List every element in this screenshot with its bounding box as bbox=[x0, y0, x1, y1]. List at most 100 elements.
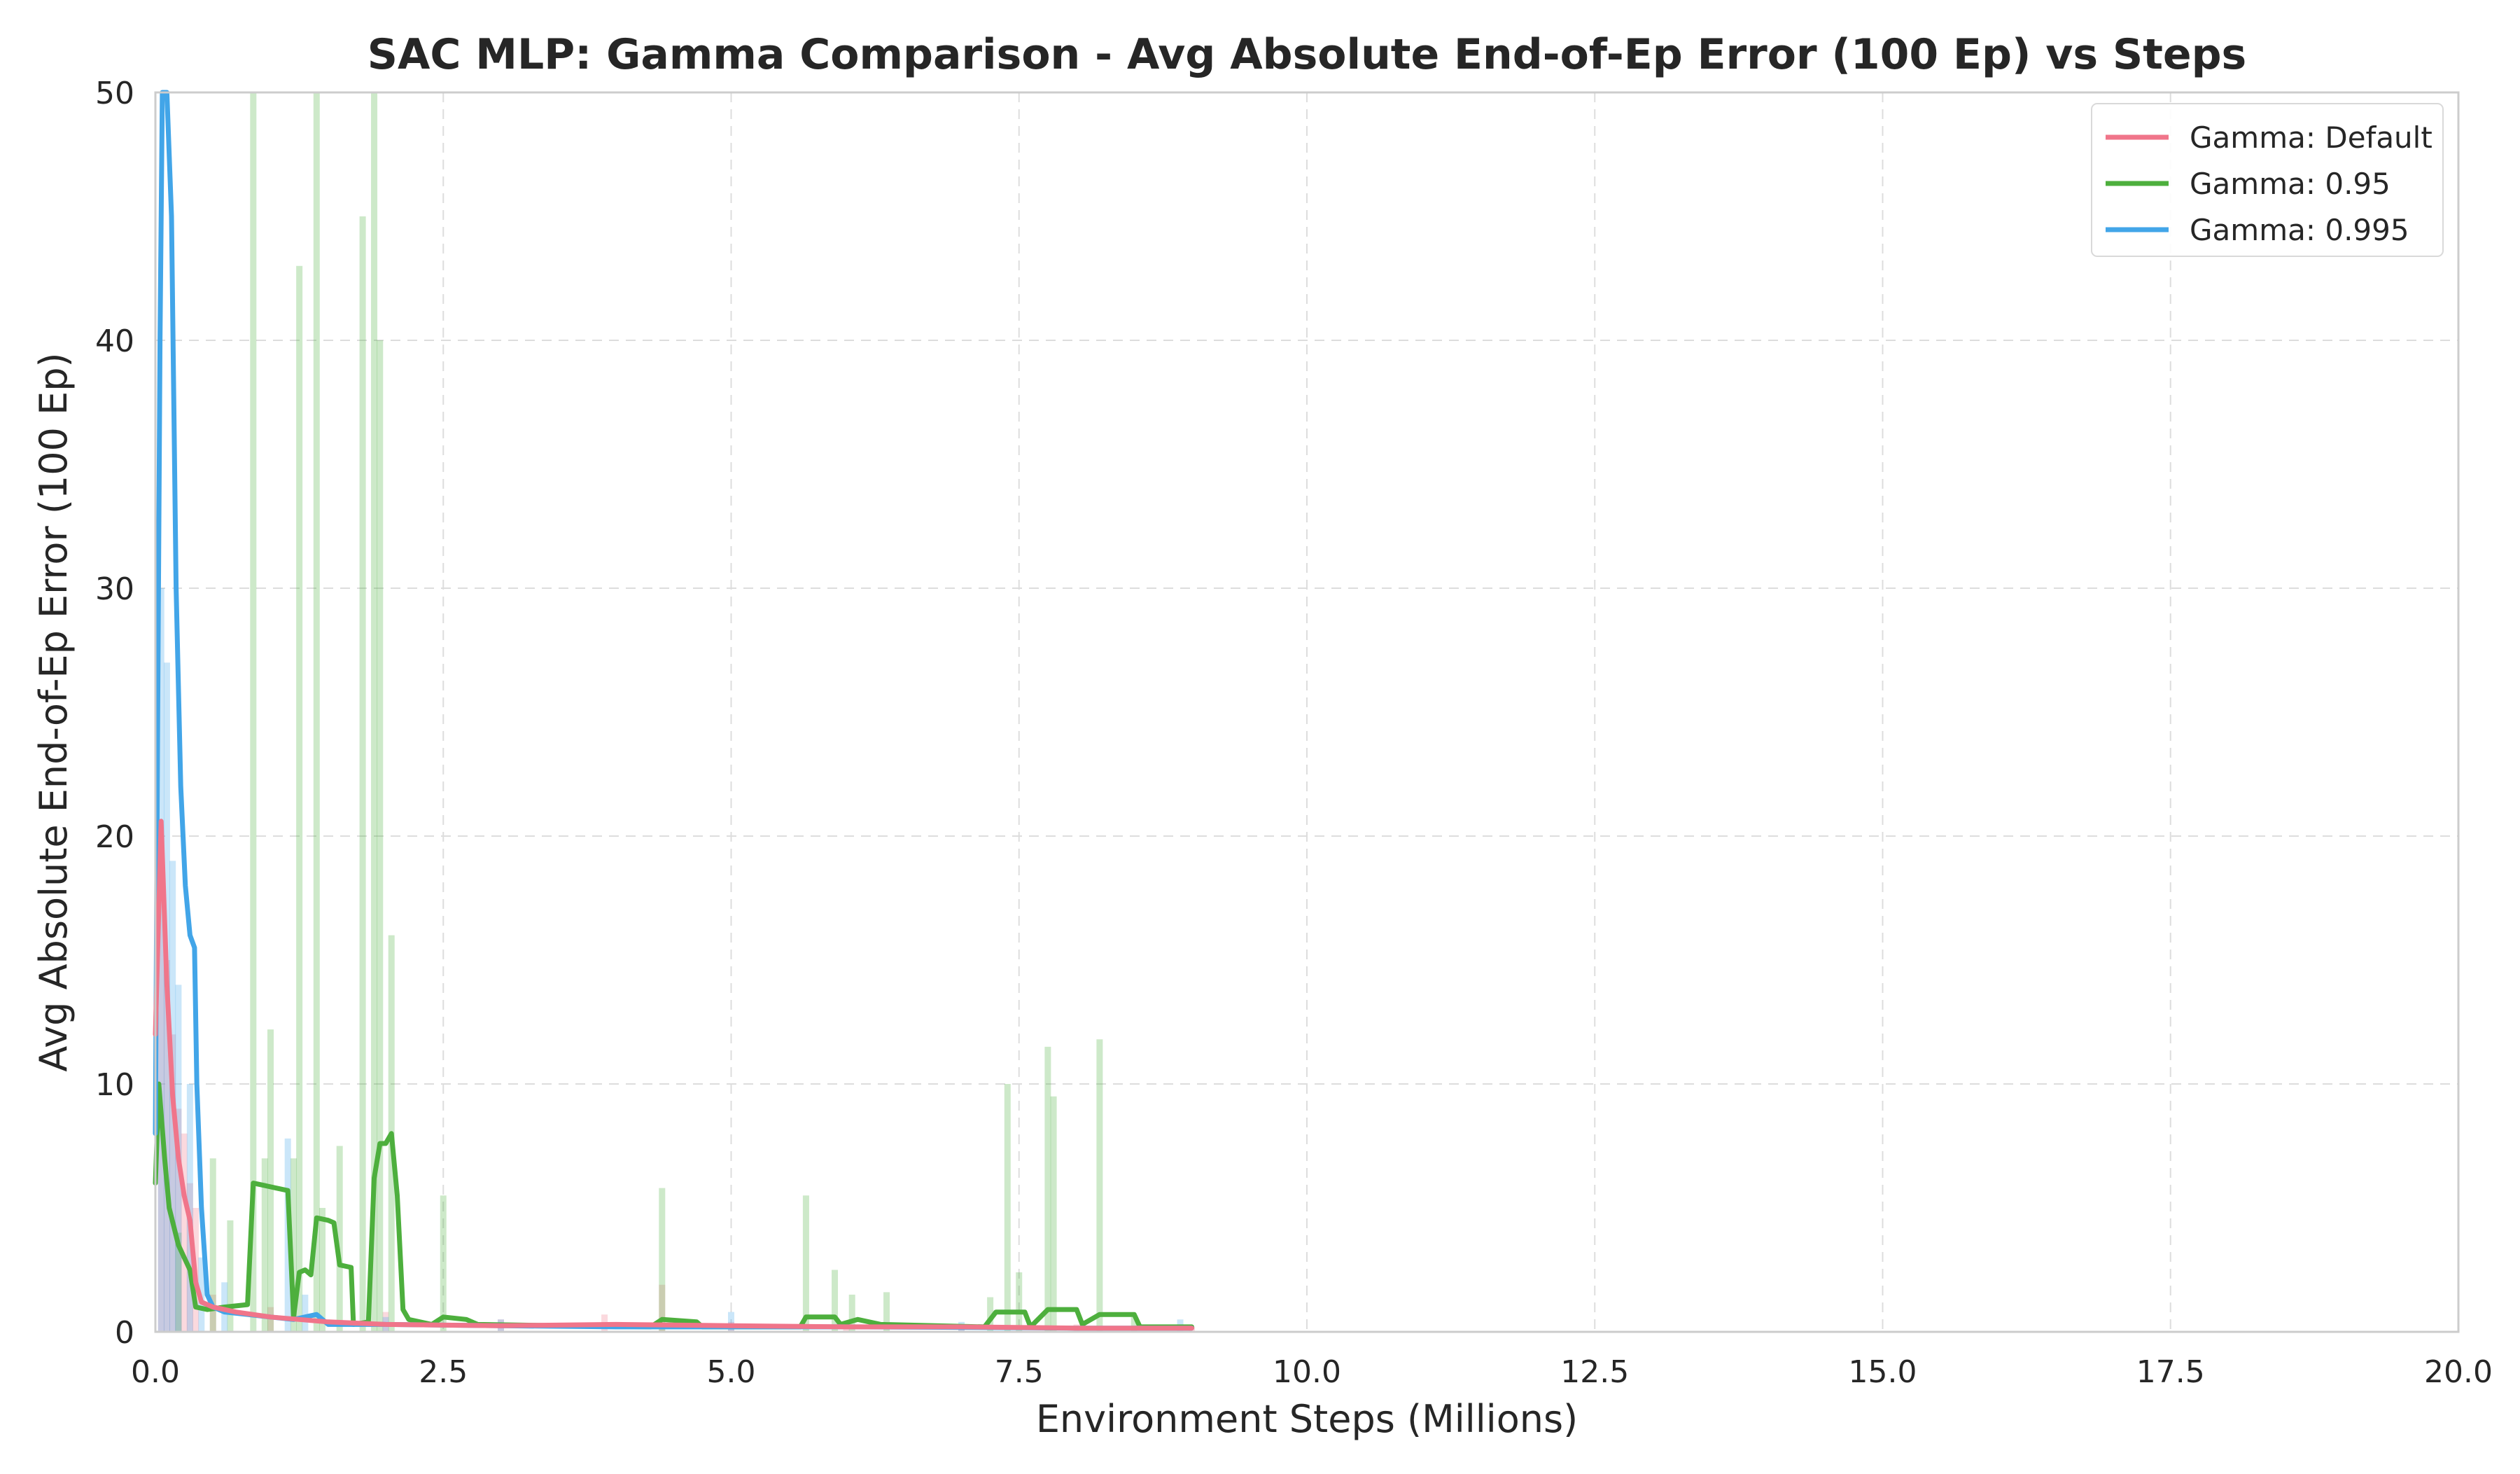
series-point bbox=[729, 1324, 733, 1328]
series-point bbox=[1075, 1308, 1078, 1312]
series-point bbox=[1075, 1326, 1078, 1330]
x-tick-label: 7.5 bbox=[995, 1354, 1044, 1390]
series-point bbox=[234, 1310, 238, 1314]
series-point bbox=[499, 1324, 503, 1328]
y-tick-label: 30 bbox=[95, 571, 134, 607]
series-point bbox=[269, 1315, 272, 1319]
series-point bbox=[194, 1305, 197, 1309]
y-tick-label: 20 bbox=[95, 819, 134, 855]
series-point bbox=[1023, 1310, 1026, 1314]
series-point bbox=[211, 1305, 215, 1309]
series-point bbox=[194, 1281, 197, 1284]
series-point bbox=[1081, 1323, 1084, 1326]
y-tick-label: 40 bbox=[95, 324, 134, 359]
series-point bbox=[833, 1315, 836, 1319]
x-axis-label: Environment Steps (Millions) bbox=[1036, 1397, 1578, 1441]
x-tick-label: 10.0 bbox=[1273, 1354, 1341, 1390]
series-point bbox=[349, 1265, 353, 1269]
series-point bbox=[163, 1157, 167, 1160]
series-point bbox=[263, 1184, 267, 1188]
series-point bbox=[188, 1268, 192, 1272]
series-point bbox=[188, 1218, 192, 1222]
series-point bbox=[206, 1293, 209, 1296]
series-point bbox=[183, 884, 187, 887]
series-point bbox=[206, 1308, 209, 1312]
series-point bbox=[338, 1263, 342, 1267]
series-point bbox=[200, 1300, 203, 1304]
series-point bbox=[384, 1323, 387, 1326]
plot-frame bbox=[154, 91, 2460, 1333]
series-point bbox=[845, 1325, 848, 1328]
series-point bbox=[994, 1310, 997, 1314]
series-point bbox=[660, 1318, 664, 1321]
y-tick-labels: 0 10 20 30 40 50 bbox=[95, 76, 134, 1351]
series-point bbox=[200, 1207, 203, 1209]
series-point bbox=[251, 1181, 255, 1185]
y-tick-label: 0 bbox=[115, 1315, 134, 1351]
series-point bbox=[246, 1303, 249, 1307]
smoothed-series-layer bbox=[153, 90, 1194, 1331]
x-tick-label: 15.0 bbox=[1849, 1354, 1917, 1390]
series-point bbox=[615, 1323, 617, 1326]
series-point bbox=[167, 1207, 171, 1209]
series-point bbox=[158, 339, 162, 342]
series-point bbox=[960, 1325, 963, 1328]
chart-title: SAC MLP: Gamma Comparison - Avg Absolute… bbox=[368, 30, 2247, 79]
series-point bbox=[192, 946, 196, 950]
series-point bbox=[407, 1318, 410, 1321]
series-point bbox=[309, 1273, 313, 1277]
series-point bbox=[174, 587, 178, 590]
series-point bbox=[1098, 1313, 1101, 1316]
legend-label: Gamma: 0.95 bbox=[2190, 167, 2390, 201]
series-point bbox=[298, 1271, 301, 1274]
series-point bbox=[286, 1189, 290, 1193]
series-point bbox=[160, 819, 163, 823]
series-point bbox=[332, 1221, 335, 1225]
series-point bbox=[188, 933, 192, 937]
series-point bbox=[326, 1320, 330, 1323]
legend: Gamma: Default Gamma: 0.95 Gamma: 0.995 bbox=[2091, 103, 2444, 257]
series-point bbox=[176, 1157, 180, 1160]
series-point bbox=[384, 1141, 387, 1145]
series-point bbox=[396, 1194, 399, 1197]
series-point bbox=[804, 1315, 808, 1319]
legend-label: Gamma: Default bbox=[2190, 120, 2432, 155]
series-point bbox=[176, 1244, 180, 1247]
series-point bbox=[183, 1256, 186, 1259]
series-point bbox=[1133, 1313, 1136, 1316]
series-point bbox=[378, 1141, 382, 1145]
series-point bbox=[695, 1320, 699, 1323]
x-tick-label: 0.0 bbox=[131, 1354, 180, 1390]
series-point bbox=[315, 1216, 318, 1220]
series-point bbox=[179, 785, 183, 788]
series-point bbox=[326, 1218, 330, 1222]
x-tick-label: 12.5 bbox=[1560, 1354, 1629, 1390]
series-point bbox=[156, 711, 160, 714]
series-point bbox=[390, 1132, 393, 1135]
y-tick-label: 10 bbox=[95, 1067, 134, 1103]
legend-label: Gamma: 0.995 bbox=[2190, 213, 2409, 247]
series-point bbox=[303, 1268, 307, 1272]
series-point bbox=[856, 1318, 860, 1321]
series-point bbox=[372, 1176, 376, 1180]
series-point bbox=[274, 1186, 278, 1190]
y-tick-label: 50 bbox=[95, 76, 134, 111]
series-point bbox=[1046, 1308, 1049, 1312]
x-tick-labels: 0.0 2.5 5.0 7.5 10.0 12.5 15.0 17.5 20.0 bbox=[131, 1354, 2493, 1390]
series-point bbox=[401, 1308, 405, 1312]
x-tick-label: 20.0 bbox=[2424, 1354, 2493, 1390]
series-point bbox=[1190, 1326, 1194, 1330]
series-point bbox=[195, 1083, 199, 1085]
series-point bbox=[183, 1194, 186, 1197]
series-point bbox=[442, 1315, 445, 1319]
series-point bbox=[170, 215, 174, 218]
legend-box bbox=[2091, 103, 2444, 257]
series-point bbox=[157, 1083, 160, 1085]
series-point bbox=[315, 1313, 318, 1316]
y-axis-label: Avg Absolute End-of-Ep Error (100 Ep) bbox=[31, 352, 76, 1071]
series-point bbox=[165, 983, 169, 987]
x-tick-label: 17.5 bbox=[2136, 1354, 2205, 1390]
x-tick-label: 2.5 bbox=[419, 1354, 468, 1390]
